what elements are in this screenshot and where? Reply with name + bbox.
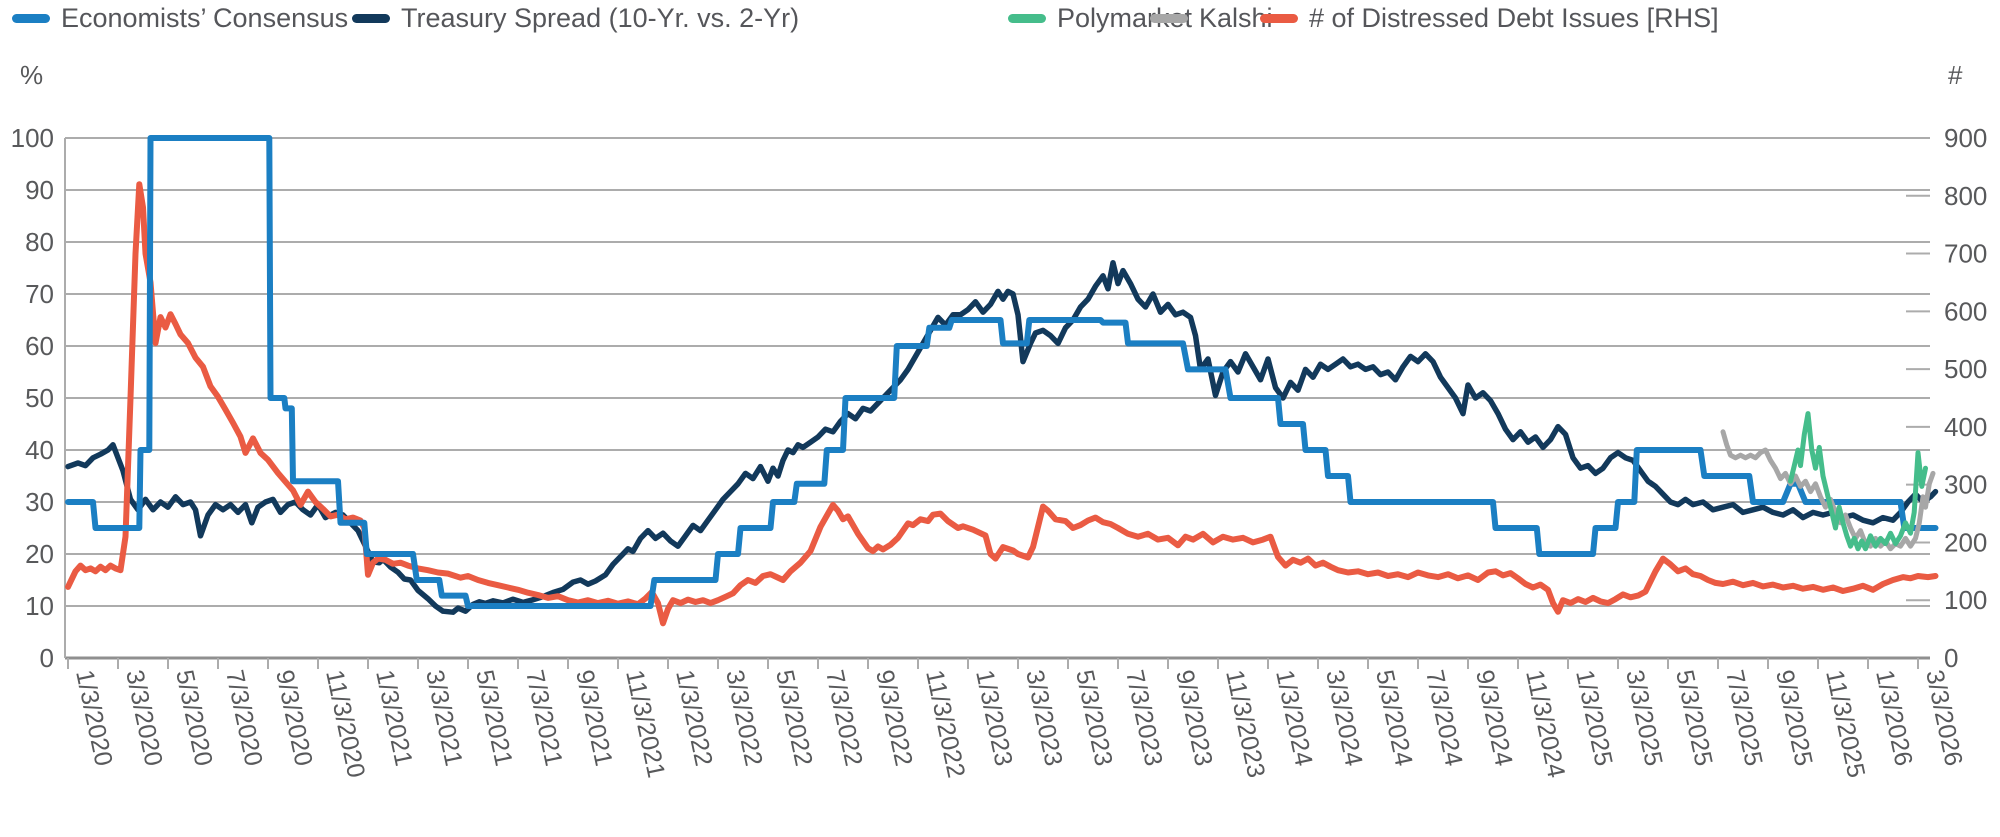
svg-text:1/3/2026: 1/3/2026 bbox=[1870, 667, 1918, 768]
svg-text:400: 400 bbox=[1944, 412, 1987, 442]
svg-text:5/3/2021: 5/3/2021 bbox=[470, 667, 518, 768]
svg-text:900: 900 bbox=[1944, 123, 1987, 153]
svg-text:9/3/2022: 9/3/2022 bbox=[870, 667, 918, 768]
svg-text:3/3/2023: 3/3/2023 bbox=[1020, 667, 1068, 768]
svg-text:90: 90 bbox=[25, 175, 54, 205]
svg-text:50: 50 bbox=[25, 383, 54, 413]
svg-text:5/3/2022: 5/3/2022 bbox=[770, 667, 818, 768]
svg-text:5/3/2020: 5/3/2020 bbox=[170, 667, 218, 768]
svg-text:3/3/2026: 3/3/2026 bbox=[1920, 667, 1968, 768]
svg-text:1/3/2020: 1/3/2020 bbox=[70, 667, 118, 768]
svg-text:3/3/2020: 3/3/2020 bbox=[120, 667, 168, 768]
svg-text:30: 30 bbox=[25, 487, 54, 517]
svg-text:3/3/2021: 3/3/2021 bbox=[420, 667, 468, 768]
legend-item-treasury-spread[interactable]: Treasury Spread (10-Yr. vs. 2-Yr) bbox=[352, 2, 799, 34]
svg-text:9/3/2023: 9/3/2023 bbox=[1170, 667, 1218, 768]
legend-item-distressed-debt[interactable]: # of Distressed Debt Issues [RHS] bbox=[1260, 2, 1719, 34]
svg-text:9/3/2020: 9/3/2020 bbox=[270, 667, 318, 768]
svg-text:11/3/2023: 11/3/2023 bbox=[1220, 667, 1270, 780]
svg-text:40: 40 bbox=[25, 435, 54, 465]
svg-text:11/3/2025: 11/3/2025 bbox=[1820, 667, 1870, 780]
legend-label: Treasury Spread (10-Yr. vs. 2-Yr) bbox=[401, 2, 800, 33]
svg-text:10: 10 bbox=[25, 591, 54, 621]
svg-text:100: 100 bbox=[11, 123, 54, 153]
svg-text:800: 800 bbox=[1944, 181, 1987, 211]
svg-text:1/3/2022: 1/3/2022 bbox=[670, 667, 718, 768]
svg-text:7/3/2024: 7/3/2024 bbox=[1420, 667, 1468, 768]
right-axis-unit: # bbox=[1948, 60, 1963, 90]
svg-text:20: 20 bbox=[25, 539, 54, 569]
svg-text:11/3/2020: 11/3/2020 bbox=[320, 667, 370, 780]
svg-text:700: 700 bbox=[1944, 239, 1987, 269]
svg-text:60: 60 bbox=[25, 331, 54, 361]
svg-text:9/3/2021: 9/3/2021 bbox=[570, 667, 618, 768]
svg-text:5/3/2024: 5/3/2024 bbox=[1370, 667, 1418, 768]
svg-text:600: 600 bbox=[1944, 296, 1987, 326]
svg-text:9/3/2024: 9/3/2024 bbox=[1470, 667, 1518, 768]
legend-swatch-economists-consensus bbox=[12, 13, 50, 23]
svg-text:1/3/2023: 1/3/2023 bbox=[970, 667, 1018, 768]
svg-text:200: 200 bbox=[1944, 527, 1987, 557]
legend-swatch-treasury-spread bbox=[352, 13, 390, 23]
svg-text:7/3/2021: 7/3/2021 bbox=[520, 667, 568, 768]
legend-swatch-distressed-debt bbox=[1260, 13, 1298, 23]
legend-swatch-polymarket bbox=[1008, 13, 1046, 23]
svg-text:0: 0 bbox=[1944, 643, 1958, 673]
svg-text:500: 500 bbox=[1944, 354, 1987, 384]
svg-text:7/3/2022: 7/3/2022 bbox=[820, 667, 868, 768]
svg-text:1/3/2021: 1/3/2021 bbox=[370, 667, 418, 768]
svg-text:7/3/2020: 7/3/2020 bbox=[220, 667, 268, 768]
svg-text:11/3/2024: 11/3/2024 bbox=[1520, 667, 1570, 780]
svg-text:70: 70 bbox=[25, 279, 54, 309]
svg-text:9/3/2025: 9/3/2025 bbox=[1770, 667, 1818, 768]
svg-text:300: 300 bbox=[1944, 470, 1987, 500]
legend-item-economists-consensus[interactable]: Economists’ Consensus bbox=[12, 2, 348, 34]
svg-text:100: 100 bbox=[1944, 585, 1987, 615]
svg-text:7/3/2025: 7/3/2025 bbox=[1720, 667, 1768, 768]
svg-text:3/3/2024: 3/3/2024 bbox=[1320, 667, 1368, 768]
svg-text:11/3/2021: 11/3/2021 bbox=[620, 667, 670, 780]
svg-text:11/3/2022: 11/3/2022 bbox=[920, 667, 970, 780]
svg-text:1/3/2024: 1/3/2024 bbox=[1270, 667, 1318, 768]
svg-text:0: 0 bbox=[40, 643, 54, 673]
svg-text:1/3/2025: 1/3/2025 bbox=[1570, 667, 1618, 768]
legend-item-kalshi[interactable]: Kalshi bbox=[1150, 2, 1273, 34]
svg-text:3/3/2022: 3/3/2022 bbox=[720, 667, 768, 768]
legend-swatch-kalshi bbox=[1150, 13, 1188, 23]
legend-label: Economists’ Consensus bbox=[61, 2, 349, 33]
svg-text:80: 80 bbox=[25, 227, 54, 257]
svg-text:3/3/2025: 3/3/2025 bbox=[1620, 667, 1668, 768]
left-axis-unit: % bbox=[20, 60, 44, 90]
svg-text:5/3/2023: 5/3/2023 bbox=[1070, 667, 1118, 768]
legend-label: # of Distressed Debt Issues [RHS] bbox=[1309, 2, 1719, 33]
svg-text:5/3/2025: 5/3/2025 bbox=[1670, 667, 1718, 768]
svg-text:7/3/2023: 7/3/2023 bbox=[1120, 667, 1168, 768]
